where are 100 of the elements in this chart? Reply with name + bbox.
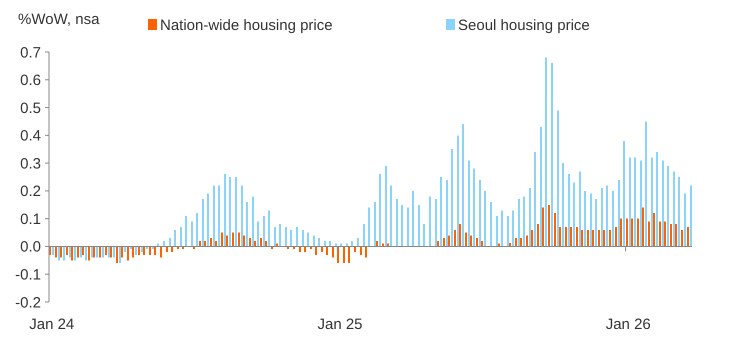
bar (138, 246, 140, 255)
bar (66, 246, 68, 255)
bar (595, 199, 597, 246)
bar (58, 246, 60, 260)
bar (135, 246, 137, 255)
bar (80, 246, 82, 258)
bar (387, 244, 389, 246)
bar (512, 210, 514, 246)
bar (645, 121, 647, 246)
bar (160, 246, 162, 258)
bar (484, 190, 486, 246)
bar (119, 246, 121, 264)
bar (626, 218, 628, 246)
bar (681, 230, 683, 246)
bar (412, 190, 414, 246)
bar (276, 244, 278, 246)
bar (634, 158, 636, 246)
bar (191, 221, 193, 246)
bar (437, 240, 439, 246)
bar (279, 224, 281, 246)
bar (60, 246, 62, 258)
bar (196, 213, 198, 246)
bar (476, 238, 478, 246)
bar (662, 160, 664, 246)
bar (257, 221, 259, 246)
y-tick-label: 0.4 (20, 128, 41, 145)
bar (653, 213, 655, 246)
bar (526, 235, 528, 246)
bar (678, 177, 680, 246)
y-tick-label: 0.5 (20, 100, 41, 117)
bar (238, 232, 240, 246)
y-axis-title: %WoW, nsa (18, 11, 100, 28)
bar (385, 166, 387, 246)
bar (52, 246, 54, 255)
bar (224, 174, 226, 246)
x-tick-label: Jan 26 (606, 316, 651, 333)
bar (85, 246, 87, 260)
bar (523, 196, 525, 246)
bar (454, 230, 456, 246)
bar (313, 235, 315, 246)
bar (154, 246, 156, 255)
bar (241, 185, 243, 246)
bar (290, 230, 292, 246)
bar (551, 63, 553, 246)
bar (127, 246, 129, 260)
bar (105, 246, 107, 255)
bar (226, 235, 228, 246)
bar (88, 246, 90, 260)
bar (435, 199, 437, 246)
bar (609, 230, 611, 246)
bar (448, 235, 450, 246)
bar (185, 216, 187, 246)
bar (215, 240, 217, 246)
bar (365, 246, 367, 258)
bar (537, 224, 539, 246)
bar (213, 185, 215, 246)
bar (143, 246, 145, 255)
bar (690, 185, 692, 246)
bar (210, 238, 212, 246)
bar (407, 208, 409, 246)
bar (99, 246, 101, 258)
bar (418, 204, 420, 246)
bar (360, 246, 362, 255)
bar (132, 246, 134, 258)
bar (374, 202, 376, 246)
bar (304, 246, 306, 252)
bar (565, 227, 567, 246)
bar (490, 202, 492, 246)
bar (351, 240, 353, 246)
bar (335, 244, 337, 246)
bar (268, 210, 270, 246)
y-tick-label: 0.6 (20, 72, 41, 90)
bar (470, 235, 472, 246)
bar (540, 127, 542, 246)
bar (348, 246, 350, 264)
bar (673, 171, 675, 246)
bar (423, 224, 425, 246)
bar (229, 177, 231, 246)
bar (390, 185, 392, 246)
bar (498, 244, 500, 246)
bar (451, 149, 453, 246)
bar (584, 190, 586, 246)
legend-label: Nation-wide housing price (160, 17, 333, 34)
bar (318, 238, 320, 246)
bar (141, 246, 143, 252)
bar (274, 227, 276, 246)
bar (252, 196, 254, 246)
bar (116, 246, 118, 264)
bar (629, 158, 631, 246)
bar (249, 238, 251, 246)
bar (631, 218, 633, 246)
bar (332, 246, 334, 258)
bar (459, 224, 461, 246)
bar (202, 199, 204, 246)
bar (246, 202, 248, 246)
bar (515, 238, 517, 246)
bar (429, 196, 431, 246)
bar (542, 208, 544, 246)
bar (82, 246, 84, 255)
bar (592, 230, 594, 246)
